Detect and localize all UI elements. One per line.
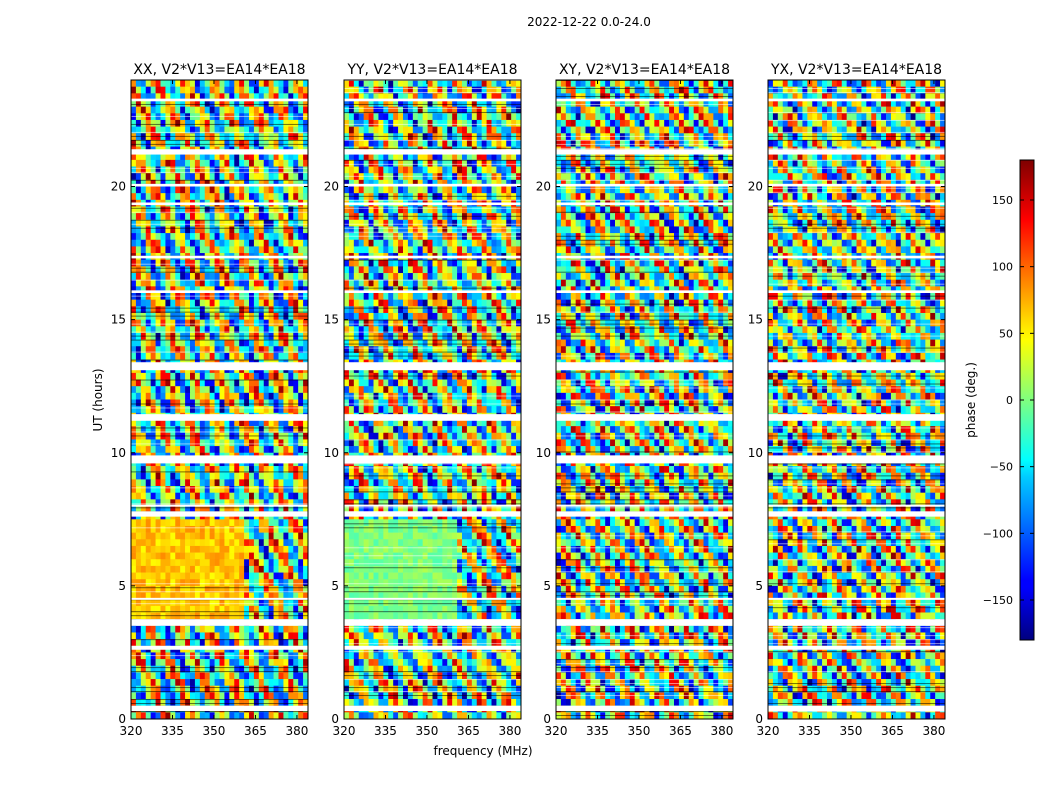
x-tick-label: 335 <box>374 724 397 738</box>
x-tick-label: 365 <box>457 724 480 738</box>
x-tick-label: 320 <box>333 724 356 738</box>
y-tick-label: 15 <box>324 313 339 327</box>
x-tick-label: 380 <box>498 724 521 738</box>
x-tick-label: 320 <box>545 724 568 738</box>
y-tick-label: 0 <box>331 712 339 726</box>
panel-phase-map <box>344 80 522 720</box>
panel-frame <box>343 79 522 720</box>
x-tick-label: 350 <box>628 724 651 738</box>
y-tick-label: 0 <box>755 712 763 726</box>
y-tick-label: 10 <box>748 446 763 460</box>
y-tick-label: 10 <box>111 446 126 460</box>
y-tick-label: 20 <box>324 180 339 194</box>
y-tick-label: 10 <box>536 446 551 460</box>
panel-phase-map <box>556 80 734 720</box>
colorbar-tick-label: −150 <box>983 594 1013 607</box>
y-tick-label: 0 <box>118 712 126 726</box>
x-axis-label: frequency (MHz) <box>433 744 532 758</box>
panel-title: YX, V2*V13=EA14*EA18 <box>770 62 942 78</box>
y-tick-label: 5 <box>543 579 551 593</box>
x-tick-label: 380 <box>710 724 733 738</box>
colorbar-tick-label: 50 <box>999 327 1013 340</box>
panel-yy: YY, V2*V13=EA14*EA18 320 335 350 365 380 0 5 10 1… <box>324 62 522 738</box>
colorbar-tick-label: 150 <box>992 194 1013 207</box>
panels: XX, V2*V13=EA14*EA18 320 335 350 365 380 0 5 10 1… <box>111 62 946 738</box>
x-tick-label: 335 <box>798 724 821 738</box>
colorbar-tick-label: 0 <box>1006 394 1013 407</box>
colorbar: 150 100 50 0 −50 −100 −150 phase (deg.) <box>964 159 1035 641</box>
y-tick-label: 20 <box>536 180 551 194</box>
y-tick-label: 0 <box>543 712 551 726</box>
x-tick-label: 335 <box>161 724 184 738</box>
y-axis-label: UT (hours) <box>91 368 105 431</box>
y-tick-label: 15 <box>111 313 126 327</box>
x-tick-label: 365 <box>881 724 904 738</box>
y-tick-label: 20 <box>111 180 126 194</box>
panel-phase-map <box>768 80 946 720</box>
figure-title: 2022-12-22 0.0-24.0 <box>527 15 651 29</box>
x-tick-label: 350 <box>416 724 439 738</box>
x-tick-label: 380 <box>922 724 945 738</box>
x-tick-label: 365 <box>244 724 267 738</box>
panel-xy: XY, V2*V13=EA14*EA18 320 335 350 365 380 0 5 10 1… <box>536 62 734 738</box>
x-tick-label: 380 <box>285 724 308 738</box>
y-tick-label: 5 <box>118 579 126 593</box>
panel-frame <box>130 79 309 720</box>
panel-yx: YX, V2*V13=EA14*EA18 320 335 350 365 380 0 5 10 1… <box>748 62 946 738</box>
x-tick-label: 365 <box>669 724 692 738</box>
x-tick-label: 350 <box>840 724 863 738</box>
x-tick-label: 350 <box>203 724 226 738</box>
panel-frame <box>767 79 946 720</box>
y-tick-label: 10 <box>324 446 339 460</box>
y-tick-label: 15 <box>536 313 551 327</box>
colorbar-tick-label: 100 <box>992 261 1013 274</box>
y-tick-label: 5 <box>755 579 763 593</box>
colorbar-tick-label: −50 <box>990 461 1013 474</box>
colorbar-tick-label: −100 <box>983 527 1013 540</box>
x-tick-label: 320 <box>120 724 143 738</box>
y-tick-label: 15 <box>748 313 763 327</box>
panel-frame <box>555 79 734 720</box>
colorbar-label: phase (deg.) <box>964 362 978 438</box>
y-tick-label: 5 <box>331 579 339 593</box>
panel-title: YY, V2*V13=EA14*EA18 <box>346 62 517 78</box>
y-tick-label: 20 <box>748 180 763 194</box>
panel-phase-map <box>131 80 309 720</box>
colorbar-ticks: 150 100 50 0 −50 −100 −150 <box>983 194 1034 607</box>
x-tick-label: 335 <box>586 724 609 738</box>
panel-xx: XX, V2*V13=EA14*EA18 320 335 350 365 380 0 5 10 1… <box>111 62 309 738</box>
x-tick-label: 320 <box>757 724 780 738</box>
panel-title: XX, V2*V13=EA14*EA18 <box>133 62 305 78</box>
panel-title: XY, V2*V13=EA14*EA18 <box>559 62 730 78</box>
